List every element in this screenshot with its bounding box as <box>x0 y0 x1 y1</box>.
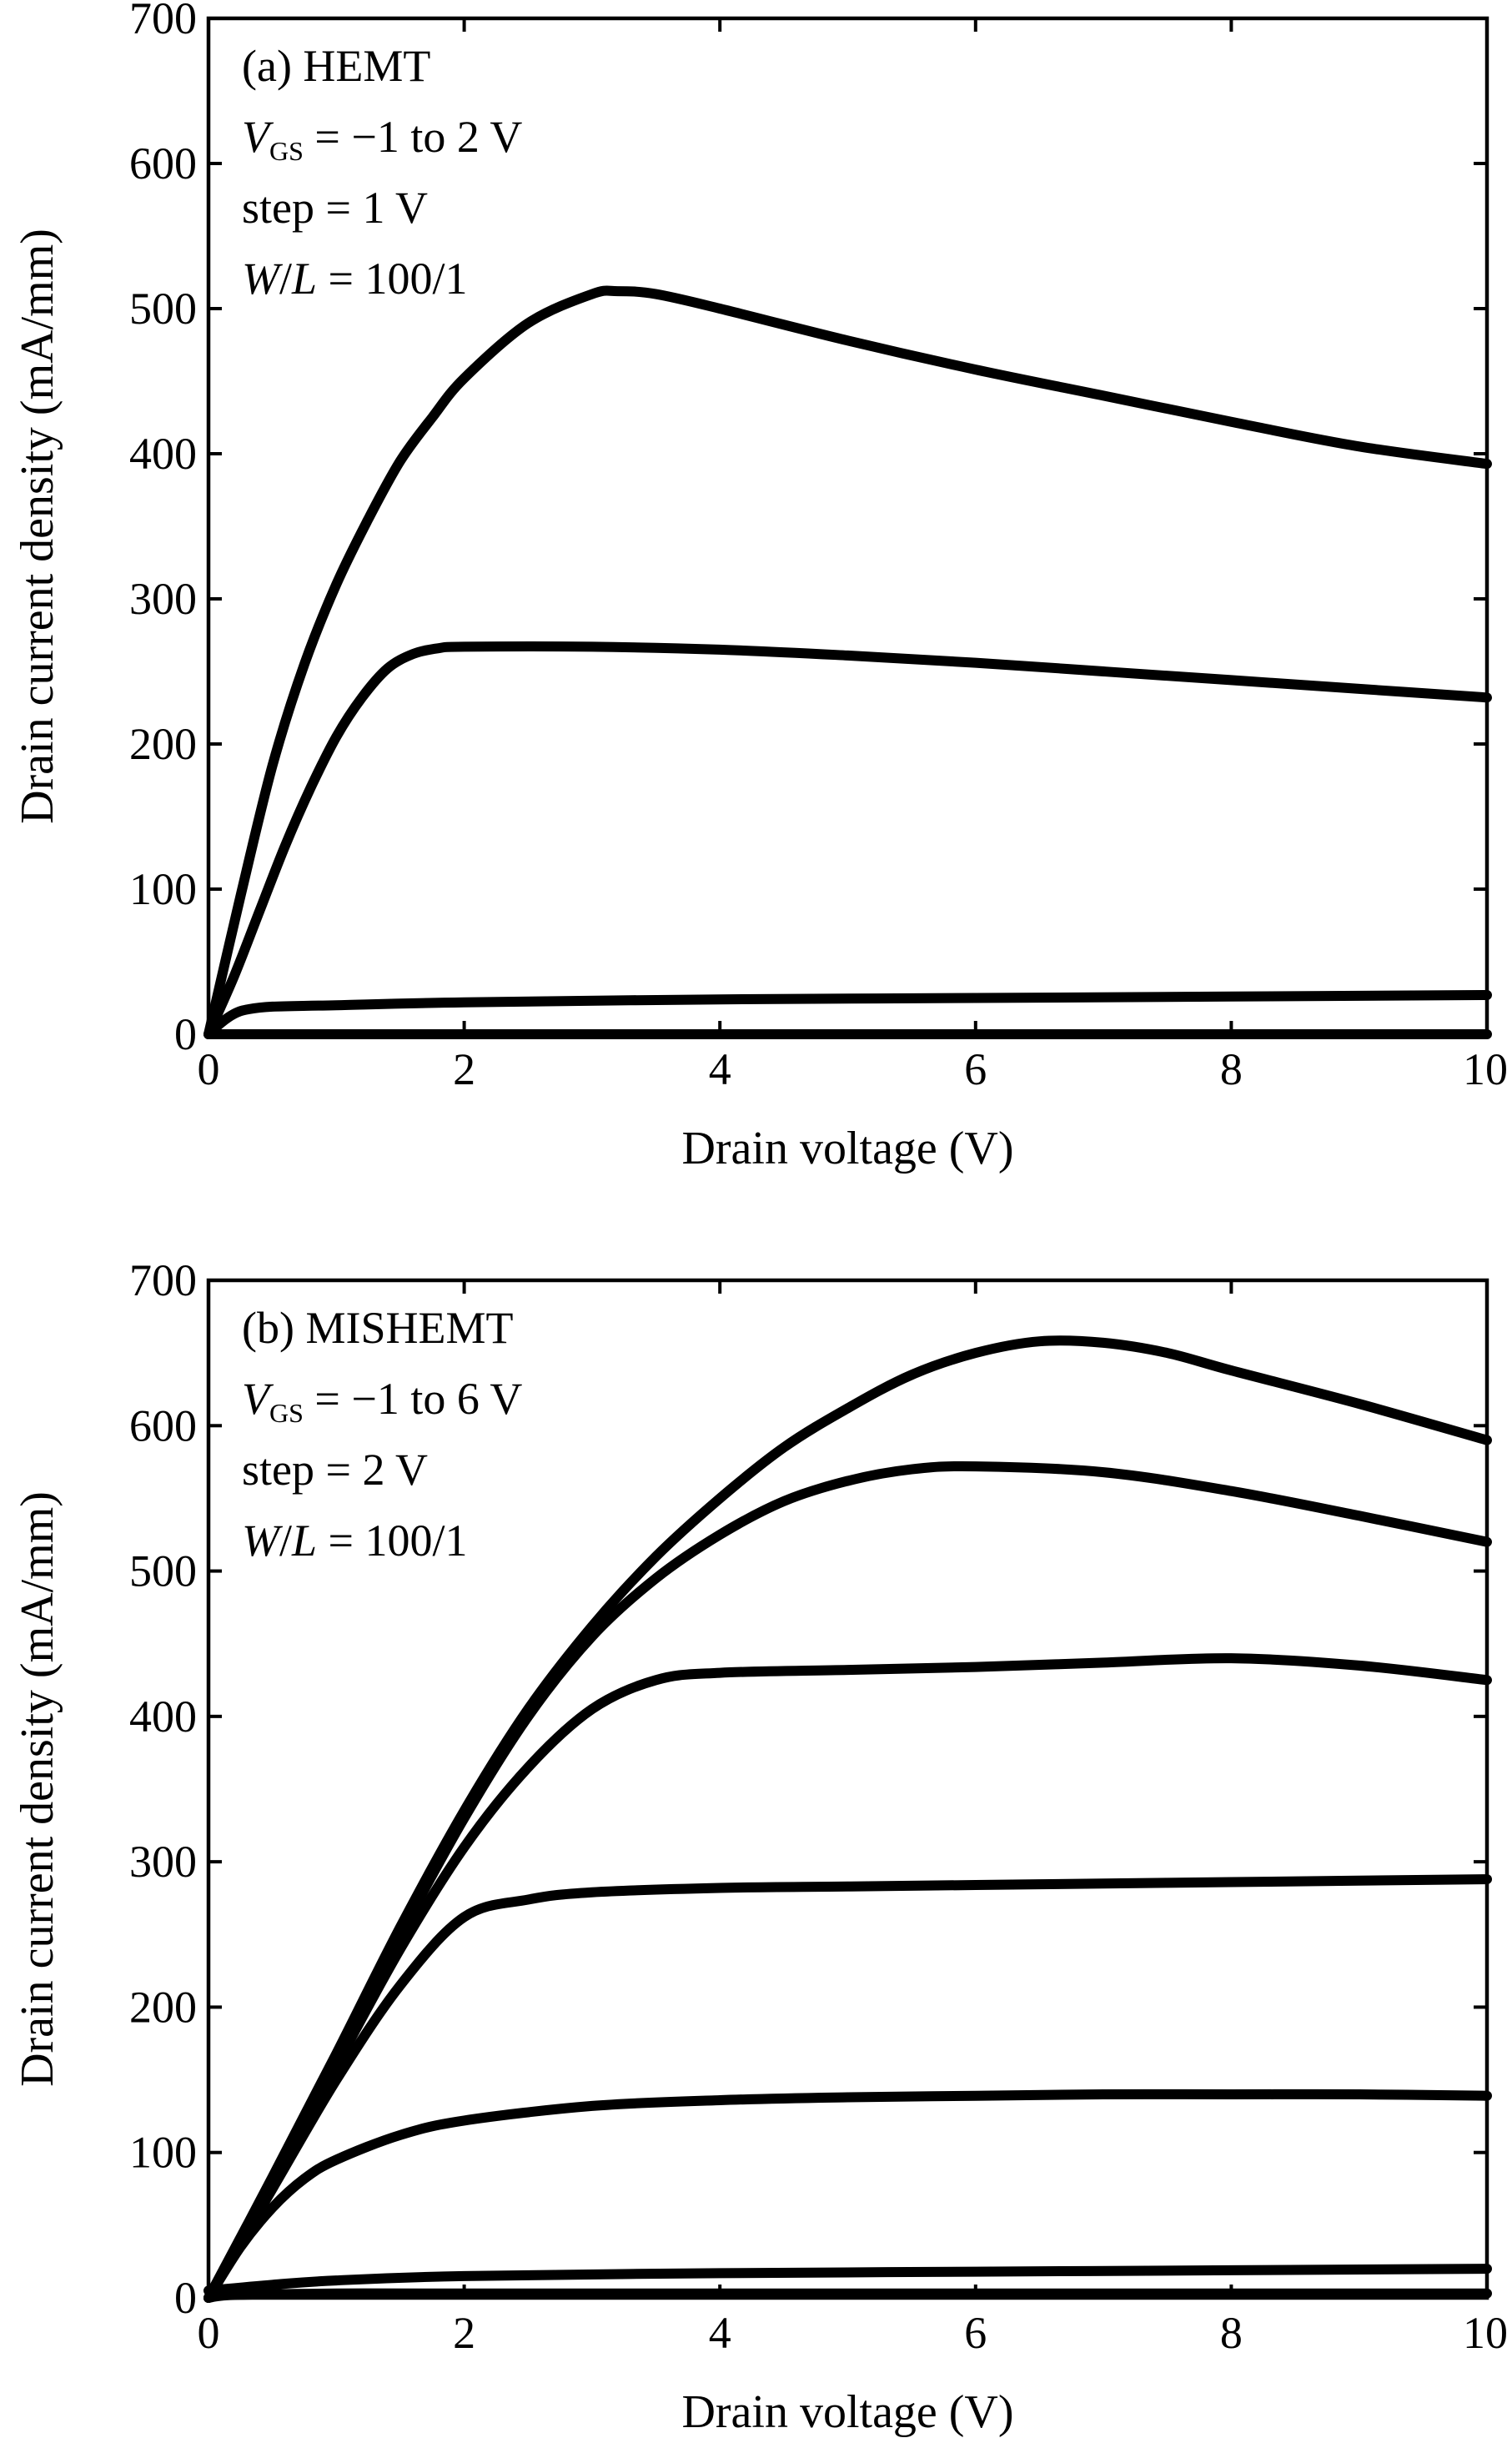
panel-a-x-tick-label: 8 <box>1220 1044 1243 1094</box>
panel-a-wl-value: = 100/1 <box>317 254 467 304</box>
panel-a-ticks <box>207 17 1489 1036</box>
panel-b-vgs-symbol: V <box>242 1374 274 1424</box>
panel-b-x-tick-label: 10 <box>1463 2308 1508 2358</box>
panel-b-y-tick-label: 300 <box>129 1837 197 1887</box>
panel-b-y-tick-label: 0 <box>174 2273 197 2323</box>
panel-a-y-tick-label: 300 <box>129 574 197 624</box>
panel-b-annotation-title: (b) MISHEMT <box>242 1303 513 1353</box>
panel-a-y-tick-label: 500 <box>129 284 197 334</box>
panel-b-annotation-vgs: VGS = −1 to 6 V <box>242 1374 522 1428</box>
panel-a-x-axis-title: Drain voltage (V) <box>681 1123 1013 1174</box>
panel-a-series-3 <box>203 641 1492 1039</box>
panel-a-y-tick-label: 400 <box>129 429 197 479</box>
panel-b-ticks <box>207 1279 1489 2300</box>
panel-b-x-tick-label: 0 <box>198 2308 220 2358</box>
panel-b-series-4 <box>203 1874 1492 2303</box>
panel-a-vgs-value: = −1 to 2 V <box>304 112 522 162</box>
panel-b-y-axis-title: Drain current density (mA/mm) <box>12 1491 63 2087</box>
panel-b-series-1 <box>203 2288 1492 2303</box>
panel-a-vgs-symbol: V <box>242 112 274 162</box>
panel-b-wl-slash: / <box>279 1516 292 1566</box>
panel-a-plot-frame <box>206 16 1489 1037</box>
panel-b-y-tick-label: 700 <box>129 1255 197 1305</box>
panel-a-x-tick-label: 10 <box>1463 1044 1508 1094</box>
panel-a-y-axis-title: Drain current density (mA/mm) <box>12 229 63 824</box>
panel-b-y-tick-label: 600 <box>129 1400 197 1450</box>
panel-b-wl-l: L <box>291 1516 317 1566</box>
panel-a-annotation-title: (a) HEMT <box>242 41 430 91</box>
panel-a-y-tick-label: 700 <box>129 0 197 43</box>
panel-a-y-tick-label: 600 <box>129 138 197 189</box>
panel-b-annotation-wl: W/L = 100/1 <box>242 1516 468 1566</box>
panel-b-y-tick-label: 200 <box>129 1982 197 2032</box>
panel-a-vgs-subscript: GS <box>269 136 304 166</box>
panel-b-y-tick-label: 500 <box>129 1546 197 1596</box>
panel-b-annotation-step: step = 2 V <box>242 1445 428 1495</box>
panel-b-x-tick-label: 2 <box>453 2308 475 2358</box>
panel-a-y-tick-label: 200 <box>129 719 197 769</box>
panel-a-x-tick-label: 0 <box>198 1044 220 1094</box>
panel-b-x-tick-label: 4 <box>709 2308 731 2358</box>
panel-b-wl-w: W <box>242 1516 284 1566</box>
panel-a-y-tick-label: 100 <box>129 864 197 914</box>
panel-b-y-tick-label: 400 <box>129 1691 197 1742</box>
panel-a-series-2 <box>203 990 1492 1039</box>
panel-b-series-3 <box>203 2089 1492 2303</box>
panel-b-x-tick-label: 8 <box>1220 2308 1243 2358</box>
panel-a-wl-w: W <box>242 254 284 304</box>
panel-b-vgs-value: = −1 to 6 V <box>304 1374 522 1424</box>
panel-a-annotation-step: step = 1 V <box>242 183 428 233</box>
panel-a-x-tick-label: 2 <box>453 1044 475 1094</box>
panel-b-x-axis-title: Drain voltage (V) <box>681 2386 1013 2438</box>
panel-a-wl-l: L <box>291 254 317 304</box>
panel-a-x-tick-label: 4 <box>709 1044 731 1094</box>
panel-a-x-tick-label: 6 <box>964 1044 987 1094</box>
panel-a-series-4 <box>203 285 1492 1039</box>
panel-b-x-tick-label: 6 <box>964 2308 987 2358</box>
panel-b-series-7 <box>203 1335 1492 2303</box>
panel-b-plot-frame <box>206 1278 1489 2300</box>
panel-b-wl-value: = 100/1 <box>317 1516 467 1566</box>
panel-b-series-2 <box>203 2264 1492 2296</box>
panel-a-curves <box>203 285 1492 1040</box>
panel-a-annotation-vgs: VGS = −1 to 2 V <box>242 112 522 166</box>
panel-b-vgs-subscript: GS <box>269 1398 304 1428</box>
panel-a-annotation-wl: W/L = 100/1 <box>242 254 468 304</box>
panel-b-curves <box>203 1335 1492 2303</box>
panel-b-y-tick-label: 100 <box>129 2128 197 2178</box>
panel-a-y-tick-label: 0 <box>174 1009 197 1059</box>
panel-a-wl-slash: / <box>279 254 292 304</box>
